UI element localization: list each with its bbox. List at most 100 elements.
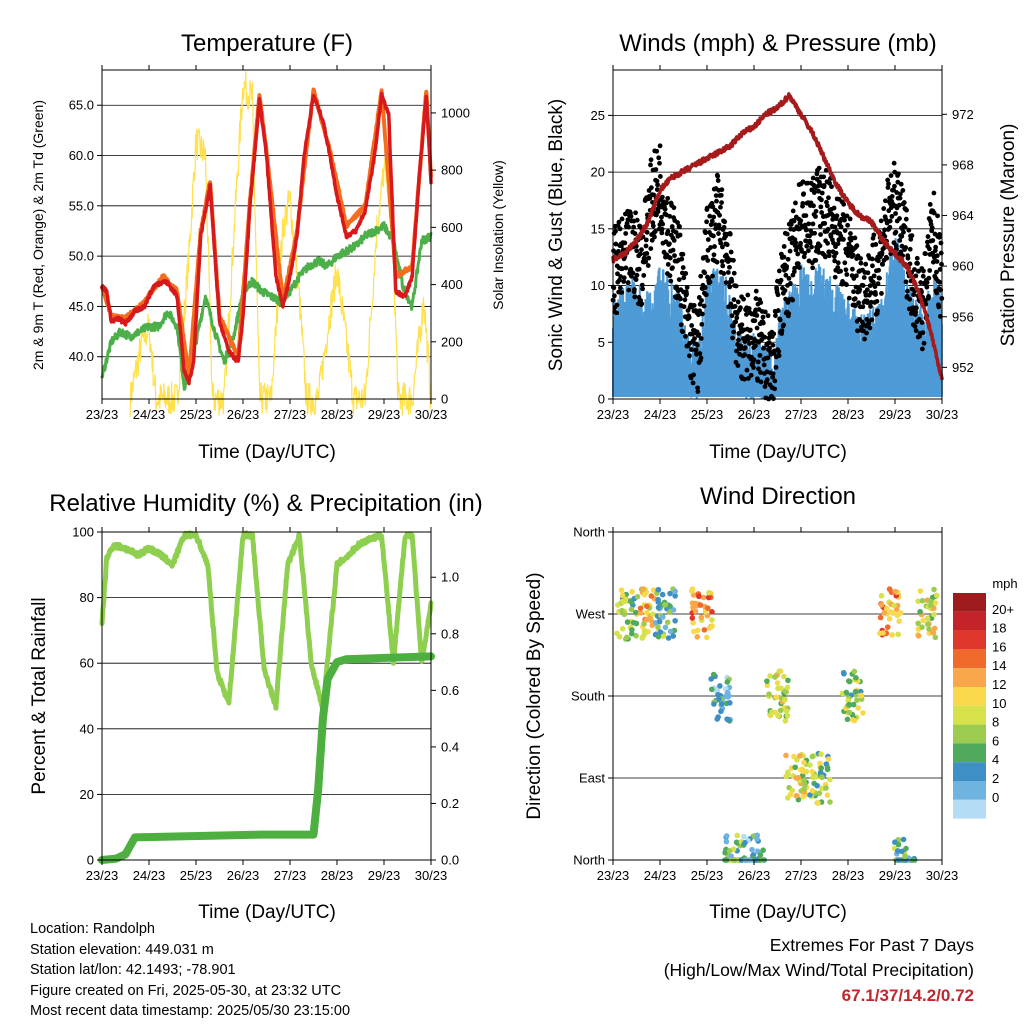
gust-point bbox=[787, 280, 793, 286]
gust-point bbox=[835, 260, 841, 266]
x-tick-label: 25/23 bbox=[691, 868, 724, 883]
gust-point bbox=[764, 377, 770, 383]
legend-label: 16 bbox=[992, 639, 1006, 654]
direction-point bbox=[782, 697, 788, 703]
gust-point bbox=[722, 219, 728, 225]
gust-point bbox=[875, 258, 881, 264]
x-tick-label: 30/23 bbox=[926, 407, 959, 422]
gust-point bbox=[934, 290, 940, 296]
direction-point bbox=[662, 624, 669, 631]
gust-point bbox=[708, 245, 713, 250]
gust-point bbox=[669, 224, 675, 229]
direction-point bbox=[818, 765, 825, 771]
direction-ylabel-left: Direction (Colored By Speed) bbox=[524, 572, 545, 819]
gust-point bbox=[802, 250, 808, 256]
gust-point bbox=[694, 342, 700, 348]
x-tick-label: 26/23 bbox=[738, 407, 771, 422]
winds-xlabel: Time (Day/UTC) bbox=[709, 442, 847, 463]
gust-point bbox=[798, 240, 803, 246]
gust-point bbox=[719, 200, 724, 205]
gust-point bbox=[848, 244, 854, 250]
direction-point bbox=[920, 617, 926, 624]
gust-point bbox=[782, 288, 788, 293]
direction-point bbox=[657, 629, 664, 635]
gust-point bbox=[938, 240, 944, 246]
gust-point bbox=[613, 241, 619, 247]
direction-point bbox=[915, 598, 921, 605]
gust-point bbox=[845, 222, 851, 228]
gust-point bbox=[656, 155, 662, 161]
y-tick-label: 60.0 bbox=[69, 148, 94, 163]
gust-point bbox=[913, 328, 919, 334]
gust-point bbox=[844, 272, 850, 277]
gust-point bbox=[665, 195, 671, 201]
direction-point bbox=[815, 800, 821, 806]
gust-point bbox=[639, 282, 645, 288]
gust-point bbox=[793, 240, 799, 246]
gust-point bbox=[616, 219, 622, 225]
gust-point bbox=[702, 285, 708, 291]
direction-point bbox=[628, 606, 635, 613]
gust-point bbox=[824, 203, 830, 209]
gust-point bbox=[864, 287, 870, 293]
gust-point bbox=[821, 183, 827, 188]
x-tick-label: 26/23 bbox=[227, 407, 260, 422]
direction-point bbox=[858, 692, 865, 699]
direction-point bbox=[801, 786, 807, 792]
direction-point bbox=[655, 633, 662, 640]
gust-point bbox=[716, 225, 722, 231]
gust-point bbox=[790, 297, 796, 303]
gust-point bbox=[688, 375, 694, 381]
x-tick-label: 29/23 bbox=[368, 407, 401, 422]
direction-point bbox=[718, 701, 725, 707]
legend-swatch bbox=[953, 724, 986, 744]
y-tick-label: 15 bbox=[591, 221, 605, 236]
gust-point bbox=[652, 229, 658, 234]
gust-point bbox=[718, 192, 724, 198]
direction-point bbox=[852, 688, 859, 695]
direction-point bbox=[708, 676, 714, 682]
gust-point bbox=[637, 251, 643, 257]
gust-point bbox=[699, 321, 705, 327]
gust-point bbox=[640, 286, 646, 292]
gust-point bbox=[850, 252, 856, 258]
direction-point bbox=[891, 602, 897, 609]
x-tick-label: 30/23 bbox=[415, 407, 448, 422]
gust-point bbox=[621, 275, 627, 281]
gust-point bbox=[618, 274, 624, 279]
gust-point bbox=[711, 252, 717, 258]
direction-point bbox=[700, 594, 707, 601]
gust-point bbox=[786, 311, 792, 316]
direction-point bbox=[807, 792, 813, 798]
direction-point bbox=[894, 612, 901, 618]
gust-point bbox=[886, 181, 891, 187]
gust-point bbox=[679, 256, 685, 262]
y2-tick-label: 0.6 bbox=[441, 683, 459, 698]
y-tick-label: 65.0 bbox=[69, 98, 94, 113]
direction-point bbox=[894, 848, 901, 854]
x-tick-label: 28/23 bbox=[321, 407, 354, 422]
gust-point bbox=[736, 337, 741, 343]
gust-point bbox=[781, 244, 787, 249]
gust-point bbox=[742, 352, 748, 358]
extremes-values: 67.1/37/14.2/0.72 bbox=[841, 986, 974, 1005]
direction-point bbox=[775, 712, 781, 719]
direction-point bbox=[883, 605, 890, 612]
direction-point bbox=[794, 757, 800, 763]
direction-point bbox=[824, 765, 831, 771]
gust-point bbox=[614, 310, 620, 316]
direction-point bbox=[889, 632, 895, 638]
direction-point bbox=[926, 626, 932, 632]
gust-point bbox=[621, 279, 627, 284]
gust-point bbox=[634, 272, 640, 278]
direction-point bbox=[924, 615, 931, 622]
gust-point bbox=[681, 304, 687, 310]
x-tick-label: 23/23 bbox=[86, 868, 119, 883]
direction-point bbox=[809, 768, 815, 775]
direction-point bbox=[846, 678, 853, 685]
gust-point bbox=[865, 270, 871, 276]
gust-point bbox=[648, 162, 653, 168]
direction-point bbox=[896, 618, 902, 624]
gust-point bbox=[816, 165, 822, 171]
gust-point bbox=[716, 231, 721, 236]
